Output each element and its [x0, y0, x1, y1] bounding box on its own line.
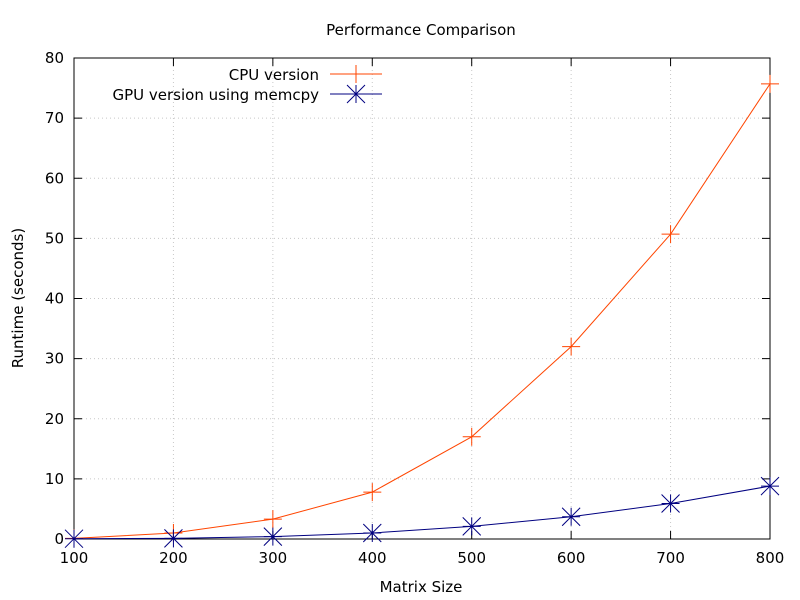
data-point	[462, 427, 481, 446]
data-point	[462, 517, 482, 536]
data-point	[164, 529, 183, 548]
x-tick-labels: 100 200 300 400 500 600 700 800	[60, 549, 785, 567]
data-point	[362, 523, 382, 543]
x-tick-label: 500	[457, 549, 486, 567]
data-point	[661, 494, 680, 513]
x-tick-label: 300	[259, 549, 288, 567]
data-point	[761, 74, 779, 93]
x-axis-label: Matrix Size	[380, 578, 463, 596]
y-tick-label: 60	[45, 169, 64, 187]
y-axis-label: Runtime (seconds)	[9, 228, 27, 368]
legend-marker-gpu	[346, 84, 366, 104]
series-line-1	[73, 485, 771, 540]
x-tick-label: 800	[756, 549, 785, 567]
y-tick-label: 0	[54, 530, 64, 548]
x-tick-label: 100	[60, 549, 89, 567]
y-tick-label: 10	[45, 470, 64, 488]
legend-label-cpu: CPU version	[229, 66, 319, 84]
y-tick-label: 70	[45, 109, 64, 127]
legend-marker-cpu	[347, 65, 365, 83]
y-tick-labels: 0 10 20 30 40 50 60 70 80	[45, 49, 64, 548]
x-tick-label: 400	[358, 549, 387, 567]
data-point	[263, 510, 282, 529]
data-point	[263, 527, 283, 546]
y-tick-label: 80	[45, 49, 64, 67]
y-tick-label: 50	[45, 229, 64, 247]
x-tick-label: 700	[656, 549, 685, 567]
data-point	[363, 483, 382, 502]
data-point	[760, 476, 780, 496]
data-point	[64, 529, 84, 549]
x-tick-label: 200	[159, 549, 188, 567]
series-layer	[64, 74, 780, 549]
legend-label-gpu: GPU version using memcpy	[112, 86, 319, 104]
grid	[74, 58, 770, 539]
legend: CPU version GPU version using memcpy	[112, 65, 382, 104]
x-tick-label: 600	[557, 549, 586, 567]
y-tick-label: 30	[45, 350, 64, 368]
data-point	[562, 337, 581, 356]
chart-title: Performance Comparison	[326, 21, 516, 39]
series-line-0	[73, 83, 771, 539]
data-point	[661, 225, 680, 244]
y-tick-label: 40	[45, 290, 64, 308]
y-tick-label: 20	[45, 410, 64, 428]
data-point	[561, 507, 581, 527]
